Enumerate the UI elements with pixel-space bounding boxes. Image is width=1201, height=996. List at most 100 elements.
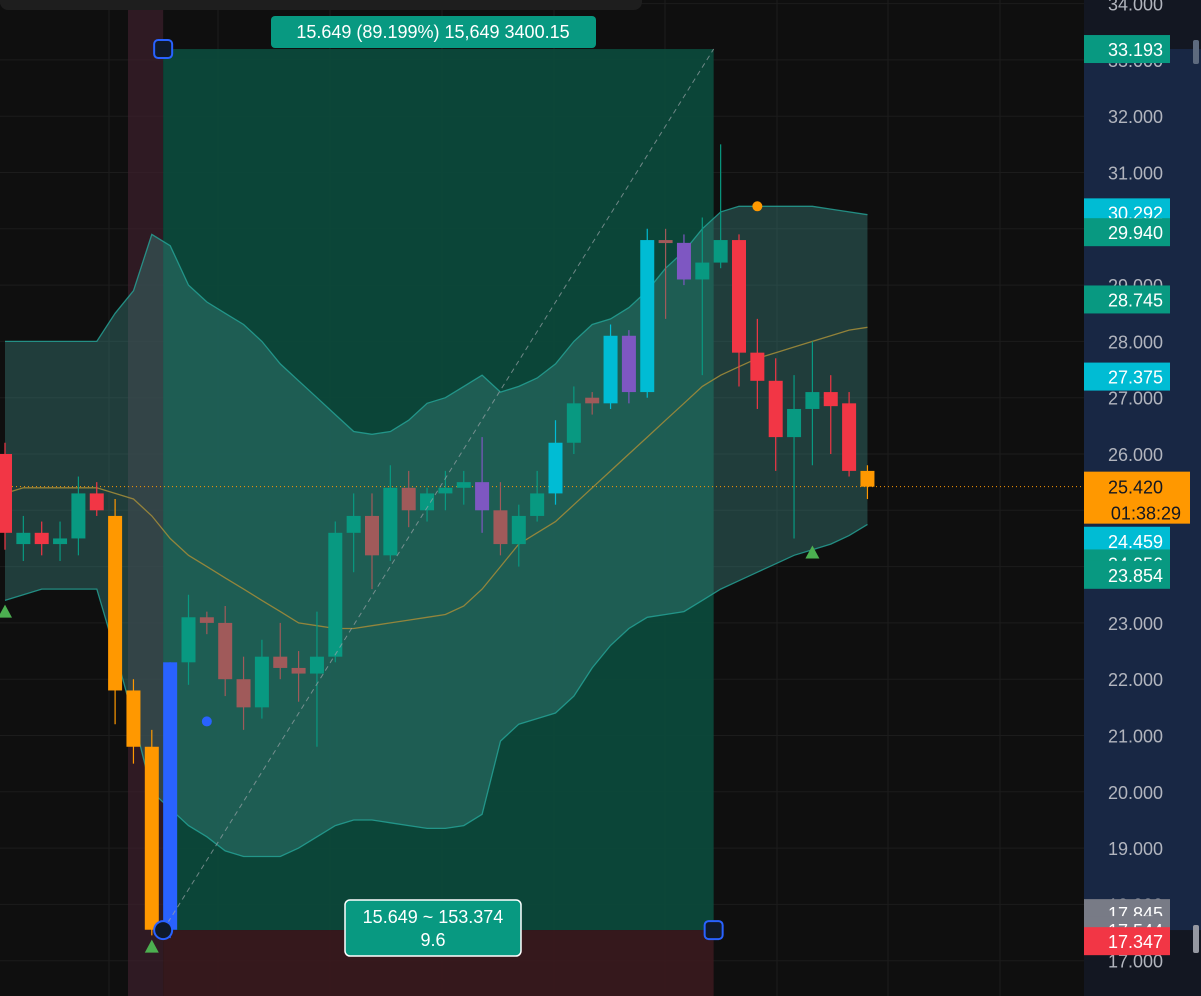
candle-body [548,442,563,494]
candle [640,228,655,398]
price-tag-label: 28.745 [1108,290,1163,310]
measure-bottom-label-line2: 9.6 [420,930,445,950]
candle-body [71,493,86,539]
candle-body [181,617,196,663]
signal-triangle-up [0,604,12,618]
measure-bottom-label-line1: 15.649 ~ 153.374 [363,907,504,927]
candle-body [823,392,838,407]
candle-body [328,532,343,657]
measure-top-label-bg [271,16,596,48]
candle-body [860,470,875,487]
y-tick-label: 31.000 [1108,164,1163,184]
candle-body [108,515,123,691]
candle [695,217,710,376]
candle [585,392,600,415]
candle [548,420,563,505]
candle-body [585,397,600,404]
candle-body [842,403,857,471]
candle [108,499,123,725]
measure-top-label: 15.649 (89.199%) 15,649 3400.15 [296,22,569,42]
candle [658,228,673,319]
candle [71,476,86,556]
candle-body [787,408,802,438]
axis-scrollbar-top[interactable] [1193,40,1199,64]
candle-body [89,493,104,511]
measure-diagonal [162,48,715,931]
candle-body [566,403,581,443]
candle [328,521,343,663]
current-price-label: 25.420 [1108,478,1163,498]
candle-body [511,515,526,545]
candle [732,234,746,387]
candle-body [750,352,765,381]
candle [456,470,471,505]
candle [842,392,857,477]
candle-body [144,746,159,930]
candle-body [493,510,508,545]
candle [493,482,508,556]
candlestick-series [0,144,875,939]
candle-body [603,335,618,404]
candle [420,487,435,522]
candle-body [34,532,49,545]
candle-body [420,493,435,511]
candle-body [438,487,453,494]
candle [218,606,233,697]
measure-handle-top-left[interactable] [153,39,174,60]
band-upper [5,205,868,435]
y-tick-label: 26.000 [1108,445,1163,465]
candle-body [530,493,545,516]
candle [823,375,838,454]
candle [309,611,324,747]
bar-countdown-label: 01:38:29 [1111,504,1181,524]
y-tick-label: 21.000 [1108,727,1163,747]
price-tag-label: 17.347 [1108,932,1163,952]
measure-handle-bottom-right[interactable] [703,920,724,941]
candle [89,482,104,516]
candle [181,594,196,685]
candle-body [346,515,361,533]
candle [16,515,31,561]
candle-body [163,662,178,930]
y-tick-label: 17.000 [1108,952,1163,972]
candle-body [658,240,673,244]
candle-body [199,617,214,623]
candle [475,437,490,533]
candle [346,493,361,573]
candle-body [365,515,379,556]
y-tick-label: 32.000 [1108,107,1163,127]
y-tick-label: 34.000 [1108,0,1163,15]
measure-overlay[interactable]: 15.649 (89.199%) 15,649 3400.15 15.649 ~ … [153,16,724,957]
signal-dot [752,201,763,212]
price-tag-label: 23.854 [1108,566,1163,586]
candle [511,504,526,567]
candle-body [236,679,251,708]
candle [53,521,68,561]
y-tick-label: 28.000 [1108,332,1163,352]
candle [566,386,581,454]
candle-body [475,482,490,511]
price-tag-bg [1084,218,1170,247]
candle [401,470,416,528]
price-tag-bg [1084,560,1170,589]
price-tag-label: 24.459 [1108,532,1163,552]
candle-body [640,240,655,393]
price-axis[interactable]: 34.00033.00032.00031.00030.00029.00028.0… [1084,0,1201,996]
candle-body [16,532,31,545]
candle-body [0,454,12,533]
price-tag-label: 29.940 [1108,223,1163,243]
axis-scrollbar-bottom[interactable] [1193,925,1199,953]
signal-triangle-up [144,939,159,953]
price-tag-label: 33.193 [1108,40,1163,60]
candle [34,521,49,556]
candle [860,465,875,500]
measure-handle-bottom-left[interactable] [153,920,174,941]
price-tag-bg [1084,927,1170,956]
candle-body [53,538,68,545]
candle-body [456,482,471,488]
y-tick-label: 22.000 [1108,670,1163,690]
candle [291,651,306,702]
y-tick-label: 19.000 [1108,839,1163,859]
y-tick-label: 20.000 [1108,783,1163,803]
